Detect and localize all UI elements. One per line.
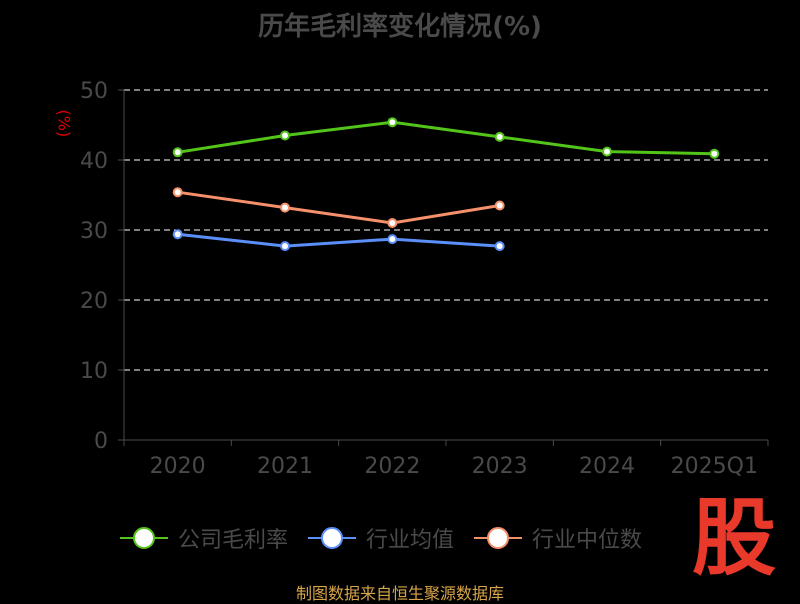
data-point: [494, 200, 505, 211]
y-tick-label: 10: [80, 359, 108, 384]
x-tick-label: 2022: [364, 454, 420, 479]
series-line: [177, 120, 715, 156]
legend-marker-icon: [308, 526, 357, 550]
series-line: [177, 232, 500, 248]
chart-title: 历年毛利率变化情况(%): [258, 12, 542, 42]
x-tick-label: 2024: [579, 454, 635, 479]
data-point: [280, 241, 290, 252]
x-tick-label: 2023: [472, 454, 528, 479]
data-point: [387, 234, 398, 245]
legend-item-industry-avg[interactable]: 行业均值: [308, 522, 454, 554]
data-point: [387, 218, 398, 228]
logo: 股: [692, 489, 777, 587]
y-tick-label: 40: [80, 149, 108, 174]
series-line: [177, 190, 500, 225]
x-tick-label: 2025Q1: [671, 454, 758, 479]
legend-item-company[interactable]: 公司毛利率: [120, 522, 288, 554]
data-point: [280, 202, 290, 213]
legend: 公司毛利率 行业均值 行业中位数: [120, 522, 642, 554]
x-tick-label: 2021: [257, 454, 313, 479]
y-tick-label: 30: [80, 219, 108, 244]
data-point: [494, 241, 505, 252]
y-tick-label: 0: [94, 429, 108, 454]
data-point: [172, 187, 183, 198]
x-tick-label: 2020: [150, 454, 206, 479]
y-tick-label: 50: [80, 79, 108, 104]
legend-label: 行业均值: [366, 528, 455, 553]
data-point: [387, 117, 398, 128]
legend-marker-icon: [120, 526, 168, 550]
legend-marker-icon: [474, 526, 523, 550]
data-point: [172, 229, 183, 240]
y-tick-label: 20: [80, 289, 108, 314]
legend-item-industry-median[interactable]: 行业中位数: [474, 522, 642, 554]
legend-label: 公司毛利率: [178, 528, 289, 553]
data-point: [172, 147, 183, 158]
legend-label: 行业中位数: [532, 528, 643, 553]
data-point: [280, 130, 290, 141]
data-source-footer: 制图数据来自恒生聚源数据库: [295, 584, 504, 603]
data-point: [709, 148, 720, 159]
data-point: [494, 131, 505, 142]
data-point: [602, 146, 612, 157]
